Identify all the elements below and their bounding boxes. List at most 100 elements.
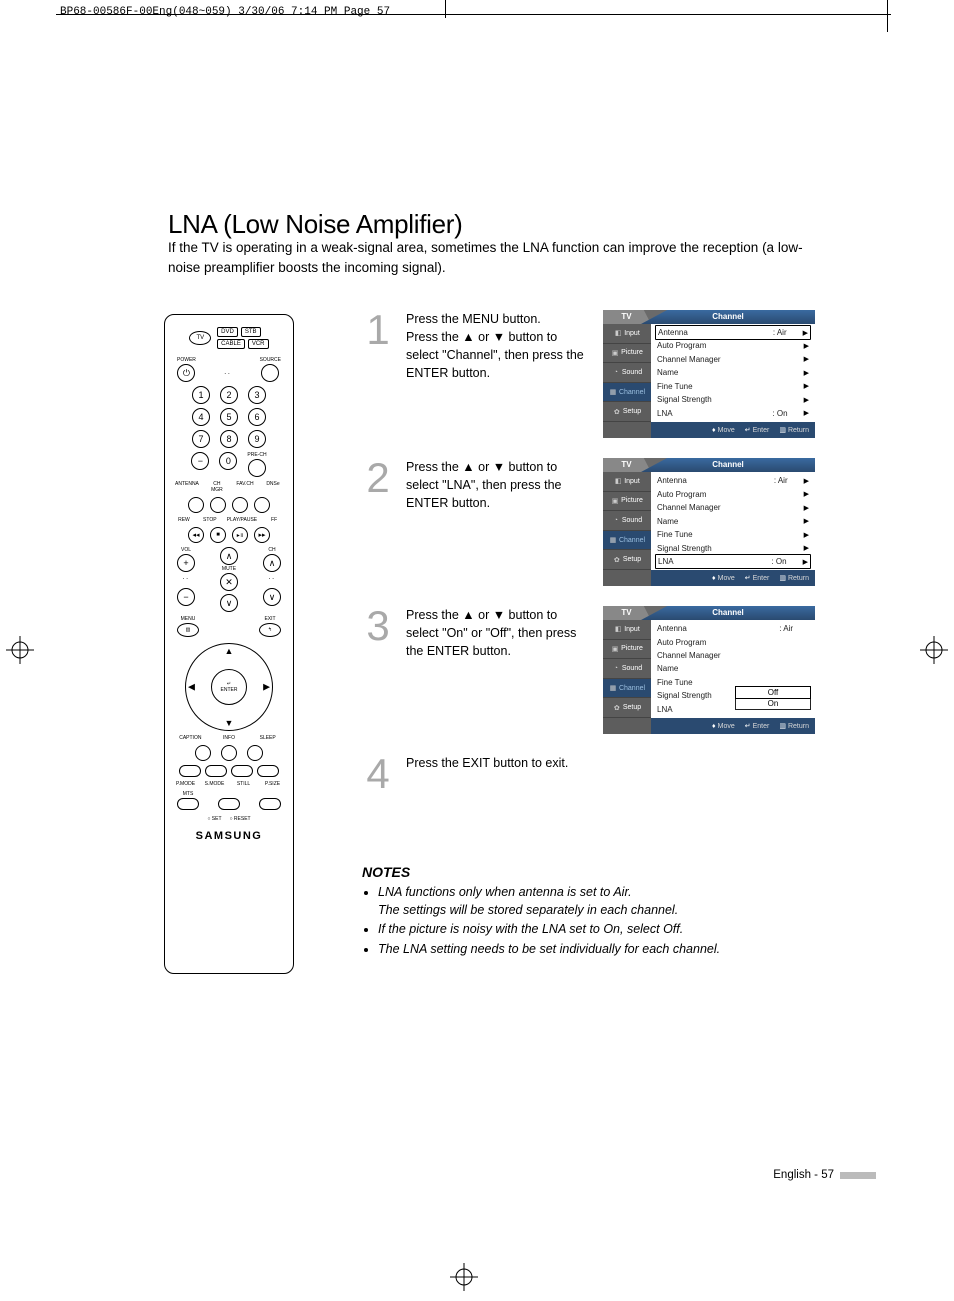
remote-diagram: TV DVD STB CABLE VCR POWER ⏻ ⠂	[164, 314, 294, 974]
remote-mute-label: MUTE	[222, 566, 236, 572]
remote-num-6: 6	[248, 408, 266, 426]
osd2-item-name: Name▶	[655, 515, 811, 529]
remote-power-label: POWER	[177, 357, 196, 363]
remote-num-5: 5	[220, 408, 238, 426]
remote-mute-btn: ✕	[220, 573, 238, 591]
remote-num-3: 3	[248, 386, 266, 404]
remote-vol-up: +	[177, 554, 195, 572]
remote-num-7: 7	[192, 430, 210, 448]
remote-exit-label: EXIT	[264, 616, 275, 622]
remote-set-label: ○ SET	[207, 816, 221, 822]
osd-item-autoprogram: Auto Program▶	[655, 339, 811, 353]
osd3-channel-tab: Channel	[641, 606, 815, 620]
osd3-side-input: ◧Input	[603, 620, 651, 640]
page: BP68-00586F-00Eng(048~059) 3/30/06 7:14 …	[0, 0, 954, 1301]
osd-item-finetune: Fine Tune▶	[655, 380, 811, 394]
remote-pill-4	[257, 765, 279, 777]
remote-extra-btn-2	[259, 798, 281, 810]
intro-paragraph: If the TV is operating in a weak-signal …	[168, 238, 808, 277]
remote-num-9: 9	[248, 430, 266, 448]
step-2: 2 Press the ▲ or ▼ button to select "LNA…	[362, 458, 822, 586]
remote-caption-btn	[195, 745, 211, 761]
osd3-item-autoprogram: Auto Program	[655, 635, 811, 648]
remote-num-2: 2	[220, 386, 238, 404]
remote-exit-btn: ↰	[259, 623, 281, 637]
remote-dvd-btn: DVD	[217, 327, 238, 337]
nav-left-icon: ◀	[188, 682, 195, 693]
remote-pill-2	[205, 765, 227, 777]
osd2-side-picture: ▣Picture	[603, 492, 651, 512]
osd2-side-channel: ▦Channel	[603, 531, 651, 551]
crop-mark-top-v	[445, 0, 446, 18]
osd3-side-picture: ▣Picture	[603, 640, 651, 660]
osd2-side-setup: ✿Setup	[603, 550, 651, 570]
remote-source-btn	[261, 364, 279, 382]
osd-item-lna: LNA: On▶	[655, 407, 811, 421]
step-4-number: 4	[362, 754, 394, 794]
remote-pill-1	[179, 765, 201, 777]
osd-side-channel: ▦Channel	[603, 383, 651, 403]
remote-menu-btn: ▥	[177, 623, 199, 637]
osd2-channel-tab: Channel	[641, 458, 815, 472]
step-4-text: Press the EXIT button to exit.	[406, 754, 591, 772]
remote-mts-label: MTS	[183, 791, 194, 797]
remote-enter-btn: ↵ ENTER	[211, 669, 247, 705]
osd2-item-autoprogram: Auto Program▶	[655, 488, 811, 502]
osd-item-antenna: Antenna: Air▶	[655, 325, 811, 340]
osd-side-input: ◧Input	[603, 324, 651, 344]
osd3-tv-tab: TV	[603, 606, 651, 620]
step-3-number: 3	[362, 606, 394, 646]
remote-nav-ring: ▲ ▼ ◀ ▶ ↵ ENTER	[185, 643, 273, 731]
step-4: 4 Press the EXIT button to exit.	[362, 754, 822, 794]
osd2-side-sound: ◔Sound	[603, 511, 651, 531]
nav-down-icon: ▼	[225, 718, 234, 728]
remote-favch-btn	[232, 497, 248, 513]
remote-playpause-btn: ▸॥	[232, 527, 248, 543]
sound-icon: ◔	[612, 368, 620, 376]
notes-item-2: If the picture is noisy with the LNA set…	[378, 921, 812, 939]
remote-ff-btn: ▸▸	[254, 527, 270, 543]
osd-step-2: TV Channel ◧Input ▣Picture ◔Sound ▦Chann…	[603, 458, 815, 586]
remote-menu-label: MENU	[181, 616, 196, 622]
osd3-item-name: Name	[655, 662, 811, 675]
footer-bar	[840, 1172, 876, 1179]
print-header: BP68-00586F-00Eng(048~059) 3/30/06 7:14 …	[60, 6, 390, 18]
notes-title: NOTES	[362, 864, 812, 880]
osd2-tv-tab: TV	[603, 458, 651, 472]
remote-vol-down: −	[177, 588, 195, 606]
osd2-item-finetune: Fine Tune▶	[655, 528, 811, 542]
remote-stop-btn: ■	[210, 527, 226, 543]
osd-channel-tab: Channel	[641, 310, 815, 324]
registration-mark-right	[920, 636, 948, 664]
osd-step-1: TV Channel ◧Input ▣Picture ◔Sound ▦Chann…	[603, 310, 815, 438]
remote-ch-up: ∧	[220, 547, 238, 565]
channel-icon: ▦	[609, 388, 617, 396]
remote-chmgr-btn	[210, 497, 226, 513]
remote-vcr-btn: VCR	[248, 339, 269, 349]
picture-icon: ▣	[611, 349, 619, 357]
page-footer: English - 57	[773, 1169, 876, 1181]
remote-vol-label: VOL	[181, 547, 191, 553]
remote-num-4: 4	[192, 408, 210, 426]
osd-side-sound: ◔Sound	[603, 363, 651, 383]
remote-mts-btn	[177, 798, 199, 810]
osd-popup-on: On	[736, 698, 810, 709]
remote-ch-down: ∨	[220, 594, 238, 612]
remote-num-8: 8	[220, 430, 238, 448]
remote-ch-up-btn: ∧	[263, 554, 281, 572]
remote-extra-btn-1	[218, 798, 240, 810]
osd3-item-chmgr: Channel Manager	[655, 649, 811, 662]
osd2-side-input: ◧Input	[603, 472, 651, 492]
osd3-side-channel: ▦Channel	[603, 679, 651, 699]
registration-mark-bottom	[450, 1263, 478, 1291]
remote-ch-down-btn: ∨	[263, 588, 281, 606]
osd3-side-sound: ◔Sound	[603, 659, 651, 679]
notes-item-1: LNA functions only when antenna is set t…	[378, 884, 812, 919]
notes-item-3: The LNA setting needs to be set individu…	[378, 941, 812, 959]
osd3-side-setup: ✿Setup	[603, 698, 651, 718]
step-1: 1 Press the MENU button. Press the ▲ or …	[362, 310, 822, 438]
osd-step-3: TV Channel ◧Input ▣Picture ◔Sound ▦Chann…	[603, 606, 815, 734]
notes-list: LNA functions only when antenna is set t…	[362, 884, 812, 958]
osd-side-picture: ▣Picture	[603, 344, 651, 364]
osd2-item-signal: Signal Strength▶	[655, 542, 811, 556]
